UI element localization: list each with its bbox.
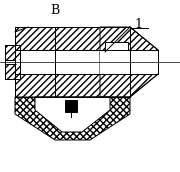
Bar [5,45,20,79]
Bar [65,100,77,112]
Bar [15,50,130,74]
Polygon shape [105,42,128,62]
Bar [15,74,130,97]
Bar [20,50,55,74]
Bar [5,45,20,60]
Bar [5,64,20,79]
Text: B: B [50,3,60,17]
Bar [100,50,158,74]
Bar [15,27,130,50]
Polygon shape [15,97,130,140]
Polygon shape [35,97,110,132]
Bar [15,74,130,97]
Text: 1: 1 [134,18,142,30]
Polygon shape [100,27,158,97]
Bar [15,27,130,50]
